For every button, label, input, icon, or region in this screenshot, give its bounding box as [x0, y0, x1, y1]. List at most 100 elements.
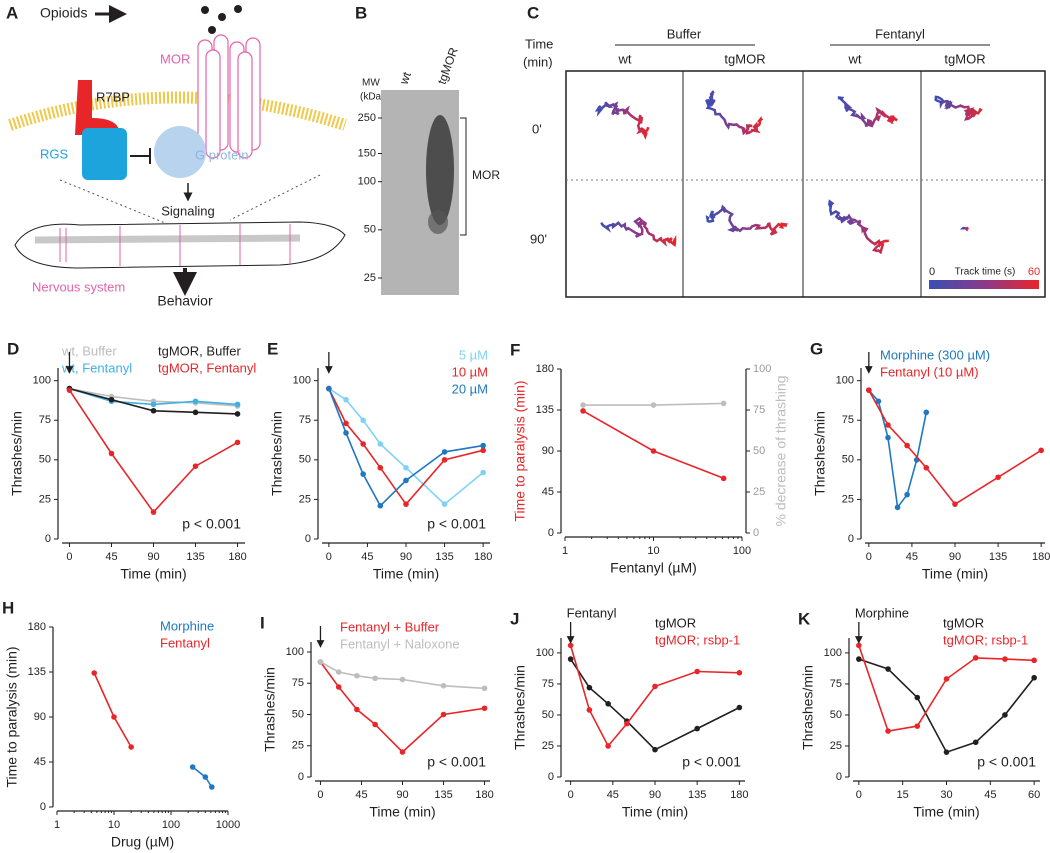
data-point: [202, 774, 209, 780]
x-tick-label: 45: [361, 551, 373, 563]
x-tick-label: 45: [984, 789, 996, 801]
data-point: [480, 469, 486, 476]
data-point: [372, 675, 378, 682]
data-point: [440, 711, 447, 718]
x-tick-label: 135: [989, 551, 1007, 563]
data-point: [894, 504, 901, 511]
data-point: [354, 672, 360, 679]
panel-letter: B: [355, 3, 367, 22]
data-point: [866, 387, 872, 393]
data-point: [972, 739, 979, 746]
data-point: [875, 398, 882, 405]
data-point: [923, 409, 930, 416]
panel-a: A Opioids MOR R7BP RGS G protein Signali…: [6, 3, 347, 309]
mor-receptor: [197, 34, 261, 159]
x-tick-label: 90: [400, 551, 412, 563]
panel-letter: A: [6, 3, 18, 22]
x-tick-label: 180: [474, 551, 492, 563]
marker-label: 25: [364, 272, 376, 284]
nervous-system-label: Nervous system: [32, 279, 125, 294]
membrane: [8, 91, 347, 131]
series-line: [320, 661, 485, 690]
data-point: [586, 707, 593, 713]
worm-gut: [34, 234, 301, 244]
rgs-label: RGS: [40, 146, 69, 161]
y-axis-label: Thrashes/min: [262, 667, 278, 752]
x-axis-label: Time (min): [913, 804, 979, 820]
legend-entry: tgMOR, Fentanyl: [158, 360, 256, 375]
data-point: [192, 409, 199, 416]
y2-tick-label: 25: [753, 486, 765, 498]
x-tick-label: 0: [866, 551, 872, 563]
x-tick-label: 1000: [216, 819, 240, 831]
data-point: [650, 402, 657, 408]
y-axis-label: Time to paralysis (min): [4, 646, 20, 787]
data-point: [234, 411, 241, 417]
x-tick-label: 45: [105, 551, 117, 563]
y-tick-label: 0: [305, 533, 311, 545]
x-tick-label: 0: [326, 551, 332, 563]
annotation: p < 0.001: [682, 754, 741, 770]
r7bp-label: R7BP: [96, 89, 130, 104]
opioid-dots: [201, 5, 242, 34]
y-tick-label: 180: [28, 621, 46, 633]
data-point: [377, 502, 384, 509]
y-tick-label: 45: [542, 486, 554, 498]
data-point: [914, 694, 921, 701]
data-point: [885, 728, 891, 734]
panel-letter: C: [527, 3, 539, 22]
y-tick-label: 75: [542, 678, 554, 690]
x-tick-label: 10: [108, 819, 120, 831]
data-point: [856, 642, 862, 649]
mor-label: MOR: [160, 51, 190, 66]
data-point: [481, 685, 488, 692]
y-tick-label: 50: [39, 454, 51, 466]
legend-entry: tgMOR: [943, 615, 984, 630]
x-tick-label: 0: [568, 789, 574, 801]
data-point: [480, 442, 486, 449]
marker-label: 250: [358, 112, 376, 124]
colorbar-label: Track time (s): [955, 267, 1016, 278]
data-point: [189, 764, 196, 770]
panel-b: B MW (kDa) wt tgMOR MOR: [355, 3, 500, 295]
series-line: [582, 410, 724, 480]
y-tick-label: 50: [292, 708, 304, 720]
y-tick-label: 25: [542, 740, 554, 752]
x-tick-label: 90: [396, 789, 408, 801]
y-tick-label: 0: [836, 771, 842, 783]
y2-tick-label: 0: [753, 527, 759, 539]
legend-entry: Fentanyl (10 µM): [880, 364, 979, 379]
column-label: tgMOR: [724, 51, 765, 66]
chart: J 0 25 50 75 100 0 45 90 135 180 Time (min) Thrashes…: [510, 605, 749, 819]
data-point: [480, 447, 486, 454]
lane-label: tgMOR: [435, 45, 461, 86]
annotation: p < 0.001: [427, 754, 486, 770]
y-tick-label: 25: [299, 493, 311, 505]
opioids-label: Opioids: [40, 5, 87, 21]
panel-c: C Time (min) Buffer Fentanyl wt tgMOR wt…: [523, 3, 1046, 298]
data-point: [354, 706, 360, 713]
y-tick-label: 25: [39, 493, 51, 505]
y2-tick-label: 75: [753, 404, 765, 416]
bracket: [460, 117, 467, 236]
blot-band: [426, 115, 454, 225]
y-tick-label: 135: [28, 666, 46, 678]
y-tick-label: 50: [299, 454, 311, 466]
track: [600, 216, 677, 247]
data-point: [91, 670, 98, 676]
x-axis-label: Time (min): [369, 804, 435, 820]
y-tick-label: 25: [830, 740, 842, 752]
data-point: [440, 682, 447, 689]
y-tick-label: 135: [536, 404, 554, 416]
panel-letter: J: [510, 609, 519, 628]
chart: F 0 45 90 135 180 1 10 100 Fentanyl (µM) Time to p…: [510, 340, 789, 575]
track: [827, 199, 889, 255]
data-point: [150, 509, 157, 515]
y-tick-label: 0: [848, 533, 854, 545]
x-axis-label: Time (min): [922, 566, 988, 582]
data-point: [66, 387, 73, 393]
data-point: [441, 501, 448, 507]
x-tick-label: 0: [856, 789, 862, 801]
legend-entry: Fentanyl: [160, 635, 210, 650]
